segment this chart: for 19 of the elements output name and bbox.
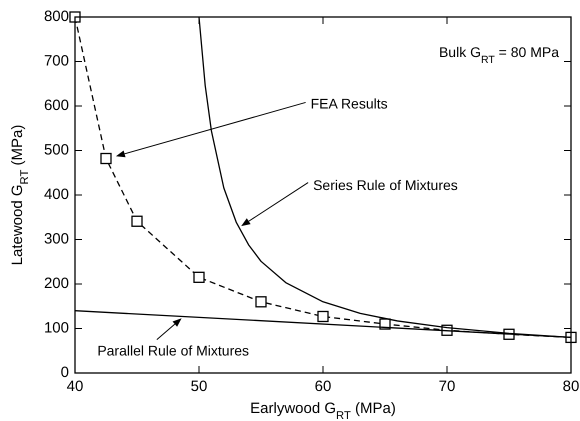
- y-tick-label: 800: [44, 8, 69, 25]
- x-tick-label: 50: [190, 378, 208, 395]
- y-tick-label: 600: [44, 96, 69, 114]
- annotation: FEA Results: [310, 95, 388, 112]
- y-tick-label: 300: [44, 230, 69, 248]
- annotation: Parallel Rule of Mixtures: [97, 342, 250, 358]
- x-tick-label: 70: [438, 378, 456, 395]
- y-tick-label: 100: [44, 319, 69, 336]
- annotation: Series Rule of Mixtures: [313, 176, 458, 193]
- y-tick-label: 200: [44, 274, 69, 292]
- y-tick-label: 500: [44, 141, 69, 158]
- y-tick-label: 0: [60, 364, 69, 381]
- y-tick-label: 400: [44, 186, 69, 203]
- x-axis-title: Earlywood G$_{RT}$ (MPa): [250, 400, 396, 421]
- y-tick-label: 700: [44, 52, 69, 70]
- annotation: Bulk G$_{RT}$ = 80 MPa: [438, 44, 560, 66]
- x-tick-label: 80: [562, 378, 580, 395]
- x-tick-label: 60: [314, 378, 332, 395]
- x-tick-label: 40: [66, 378, 84, 395]
